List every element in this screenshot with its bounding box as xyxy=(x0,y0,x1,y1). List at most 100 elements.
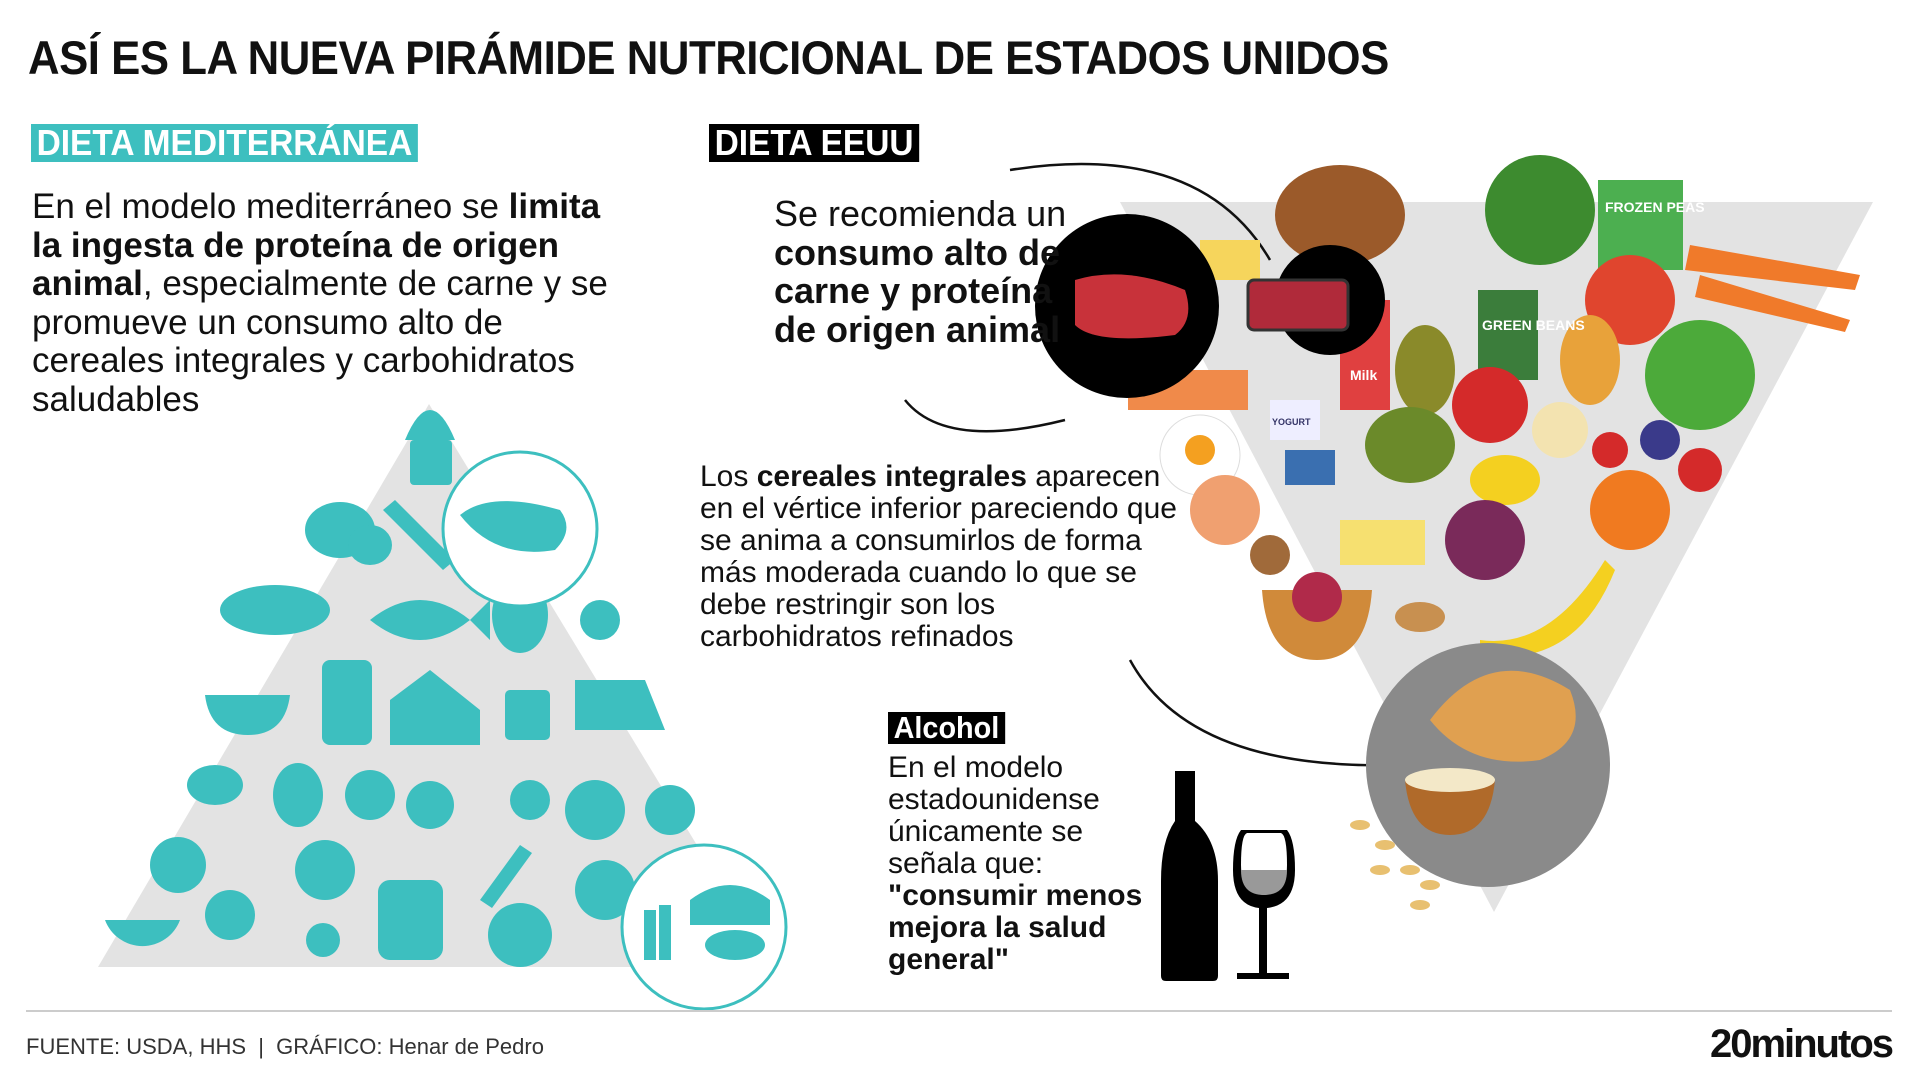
cereals-highlight-circle xyxy=(620,843,788,1011)
beans-icon xyxy=(187,765,243,805)
ground-meat-image xyxy=(1246,278,1350,332)
orange-slice-icon xyxy=(105,920,180,947)
page-title: ASÍ ES LA NUEVA PIRÁMIDE NUTRICIONAL DE … xyxy=(28,31,1389,84)
brand-logo: 20minutos xyxy=(1709,1022,1894,1066)
egg-yolk xyxy=(1185,435,1215,465)
text: aparecen en el vértice inferior parecien… xyxy=(700,460,1177,653)
alcohol-note: En el modelo estadounidense únicamente s… xyxy=(888,752,1178,976)
lemon-image xyxy=(1470,455,1540,505)
wheat-icon xyxy=(644,905,671,960)
wine-bottle-icon xyxy=(1161,771,1218,981)
apple-icon xyxy=(295,840,355,900)
walnut-icon xyxy=(345,770,395,820)
orange-image xyxy=(1590,470,1670,550)
yogurt-icon xyxy=(505,690,550,740)
chicken-icon xyxy=(220,585,330,635)
text: Los xyxy=(700,460,757,493)
walnut-image xyxy=(1250,535,1290,575)
cupcake-icon xyxy=(410,440,452,485)
mediterranean-description: En el modelo mediterráneo se limita la i… xyxy=(32,187,632,419)
us-description: Se recomienda un consumo alto de carne y… xyxy=(774,193,1074,350)
green-beans-label: GREEN BEANS xyxy=(1482,317,1585,333)
chicken-image xyxy=(1275,165,1405,265)
sausage-icon xyxy=(383,500,455,570)
apple-half-image xyxy=(1532,402,1588,458)
food-icons xyxy=(105,410,695,967)
apple-image xyxy=(1452,367,1528,443)
tomato-image xyxy=(1585,255,1675,345)
bread-image xyxy=(1430,670,1576,762)
strawberry-image xyxy=(1678,448,1722,492)
connector-line xyxy=(904,399,1066,433)
mediterranean-diet-label: DIETA MEDITERRÁNEA xyxy=(31,124,418,162)
fish-icon xyxy=(370,600,490,640)
cupcake-icon xyxy=(405,410,455,440)
garlic-icon xyxy=(510,780,550,820)
text: En el modelo estadounidense únicamente s… xyxy=(888,751,1100,880)
butter-image xyxy=(1340,520,1425,565)
almond-icon xyxy=(273,763,323,827)
oats-image xyxy=(1405,768,1495,792)
bold-text: consumo alto de carne y proteína de orig… xyxy=(774,231,1061,350)
bold-text: cereales integrales xyxy=(756,460,1027,493)
olive-oil-image xyxy=(1395,325,1455,415)
bread-icon xyxy=(690,885,770,925)
tuna-can-image xyxy=(1285,450,1335,485)
grapes-icon xyxy=(205,890,255,940)
blueberries-image xyxy=(1640,420,1680,460)
steak-icon xyxy=(460,501,567,552)
oil-jar-icon xyxy=(378,880,443,960)
onion-icon xyxy=(565,780,625,840)
strawberry-image xyxy=(1592,432,1628,468)
strawberry-icon xyxy=(150,837,206,893)
broccoli-icon xyxy=(575,860,635,920)
yogurt-image xyxy=(1270,400,1320,440)
green-beans-can-image xyxy=(1478,290,1538,380)
grapes-image xyxy=(1445,500,1525,580)
broccoli-image xyxy=(1485,155,1595,265)
food-images xyxy=(1128,155,1860,660)
peanuts-image xyxy=(1395,602,1445,632)
text: En el modelo mediterráneo se xyxy=(32,187,509,226)
carrots-image xyxy=(1685,245,1860,332)
cereals-note: Los cereales integrales aparecen en el v… xyxy=(700,461,1180,653)
peas-bag-label: FROZEN PEAS xyxy=(1605,199,1705,215)
bowl-image xyxy=(1262,590,1372,660)
footer-source: FUENTE: USDA, HHS | GRÁFICO: Henar de Pe… xyxy=(26,1034,544,1059)
avocado-image xyxy=(1365,407,1455,483)
milk-label: Milk xyxy=(1350,367,1377,383)
shrimp-image xyxy=(1190,475,1260,545)
text: Se recomienda un xyxy=(774,193,1067,234)
olive-icon xyxy=(406,781,454,829)
steak-image xyxy=(1075,274,1189,339)
text: , especialmente de carne y se promueve u… xyxy=(32,264,608,419)
connector-line xyxy=(1128,659,1396,767)
carrot-icon xyxy=(480,845,532,908)
milk-bottle-icon xyxy=(322,660,372,745)
bowl-icon xyxy=(205,695,290,735)
connector-line xyxy=(1009,162,1272,261)
bold-text: limita la ingesta de proteína de origen … xyxy=(32,187,601,303)
wine-in-glass xyxy=(1241,870,1287,895)
alcohol-label: Alcohol xyxy=(888,712,1005,744)
lettuce-icon xyxy=(488,903,552,967)
mushroom-icon xyxy=(580,600,620,640)
peas-bag-image xyxy=(1598,180,1683,270)
us-diet-label: DIETA EEUU xyxy=(709,124,920,162)
butter-icon xyxy=(575,680,665,730)
cheese-image xyxy=(1200,240,1260,280)
berries-image xyxy=(1292,572,1342,622)
pear-image xyxy=(1560,315,1620,405)
yogurt-label: YOGURT xyxy=(1272,417,1311,427)
cheese-icon xyxy=(390,670,480,745)
bold-text: "consumir menos mejora la salud general" xyxy=(888,879,1143,976)
berry-icon xyxy=(306,923,340,957)
oat-flakes-image xyxy=(1350,820,1440,910)
bread-roll-icon xyxy=(705,930,765,960)
parsley-icon xyxy=(645,785,695,835)
oats-bowl-image xyxy=(1405,780,1495,835)
lettuce-image xyxy=(1645,320,1755,430)
potato-icon xyxy=(348,525,392,565)
